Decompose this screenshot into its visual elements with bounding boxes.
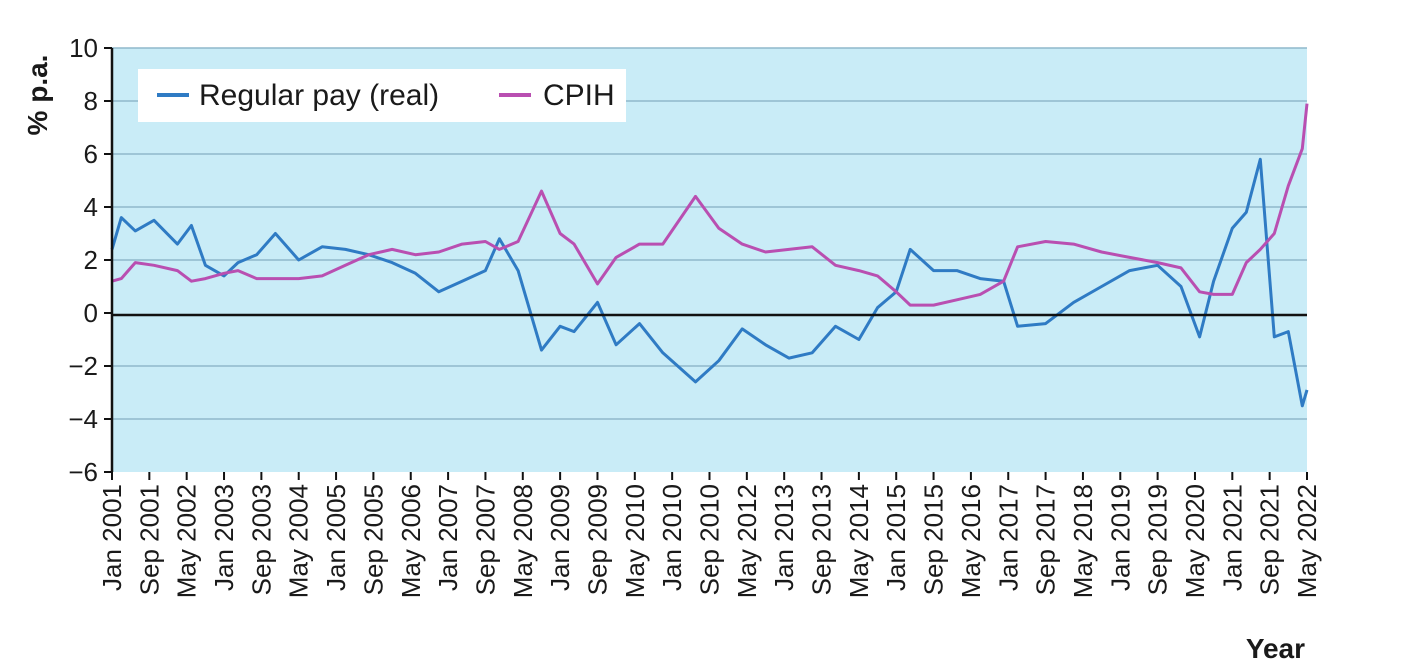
x-tick-label: Sep 2001 — [134, 484, 164, 595]
x-tick-label: Jan 2017 — [993, 484, 1023, 591]
y-tick-label: 0 — [84, 298, 98, 328]
y-tick-label: 10 — [69, 33, 98, 63]
x-tick-label: Sep 2003 — [246, 484, 276, 595]
x-axis-title: Year — [1246, 633, 1305, 664]
x-tick-label: Jan 2010 — [657, 484, 687, 591]
x-tick-label: Sep 2019 — [1143, 484, 1173, 595]
y-tick-label: 6 — [84, 139, 98, 169]
legend-label-regular-pay: Regular pay (real) — [199, 79, 439, 112]
legend-label-cpih: CPIH — [543, 79, 615, 112]
x-tick-label: May 2012 — [732, 484, 762, 598]
x-tick-label: Sep 2021 — [1255, 484, 1285, 595]
x-tick-label: Jan 2009 — [545, 484, 575, 591]
x-tick-label: May 2008 — [508, 484, 538, 598]
x-tick-label: Sep 2005 — [358, 484, 388, 595]
y-tick-label: −4 — [68, 404, 98, 434]
legend-box — [138, 69, 626, 122]
x-tick-label: Sep 2010 — [695, 484, 725, 595]
x-tick-label: Jan 2007 — [433, 484, 463, 591]
x-tick-label: Jan 2019 — [1105, 484, 1135, 591]
x-tick-label: May 2002 — [172, 484, 202, 598]
y-axis-ticks: 10 8 6 4 2 0 −2 −4 −6 — [68, 33, 112, 487]
x-tick-label: May 2018 — [1068, 484, 1098, 598]
x-tick-label: Sep 2009 — [582, 484, 612, 595]
y-tick-label: 4 — [84, 192, 98, 222]
x-tick-label: Jan 2003 — [209, 484, 239, 591]
x-tick-label: Jan 2013 — [769, 484, 799, 591]
x-tick-label: May 2004 — [284, 484, 314, 598]
x-tick-label: Sep 2013 — [807, 484, 837, 595]
x-tick-label: May 2010 — [620, 484, 650, 598]
series-line-cpih — [111, 103, 1309, 307]
y-tick-label: 2 — [84, 245, 98, 275]
x-tick-label: May 2006 — [396, 484, 426, 598]
y-axis-title: % p.a. — [22, 55, 53, 136]
x-tick-label: Jan 2021 — [1217, 484, 1247, 591]
x-tick-label: May 2016 — [956, 484, 986, 598]
y-tick-label: −6 — [68, 457, 98, 487]
x-axis-ticks: Jan 2001 Sep 2001 May 2002 Jan 2003 Sep 2003… — [97, 472, 1322, 598]
series-line-regular-pay — [110, 157, 1309, 408]
legend: Regular pay (real) CPIH — [138, 69, 626, 122]
x-tick-label: May 2020 — [1180, 484, 1210, 598]
x-tick-label: May 2014 — [844, 484, 874, 598]
x-tick-label: Sep 2015 — [919, 484, 949, 595]
x-tick-label: Jan 2005 — [321, 484, 351, 591]
series-lines — [110, 103, 1309, 408]
x-tick-label: Sep 2017 — [1031, 484, 1061, 595]
x-tick-label: Jan 2015 — [881, 484, 911, 591]
x-tick-label: Jan 2001 — [97, 484, 127, 591]
y-tick-label: −2 — [68, 351, 98, 381]
x-tick-label: Sep 2007 — [470, 484, 500, 595]
x-tick-label: May 2022 — [1292, 484, 1322, 598]
y-tick-label: 8 — [84, 86, 98, 116]
